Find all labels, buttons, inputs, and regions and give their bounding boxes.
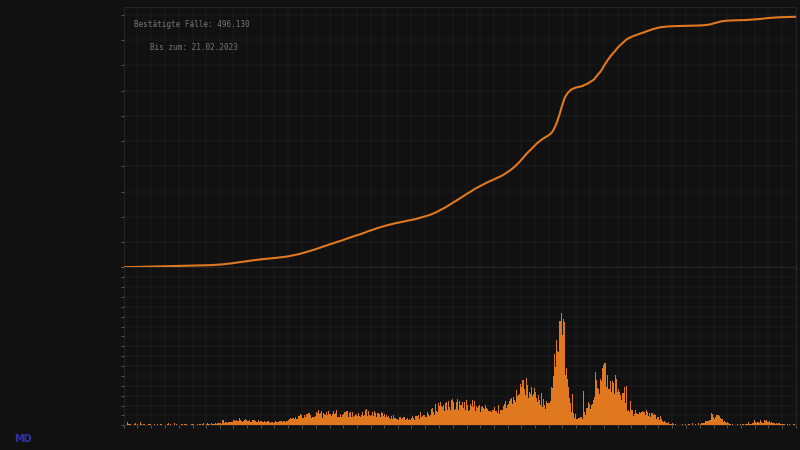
Text: Bis zum: 21.02.2023: Bis zum: 21.02.2023 [150, 43, 238, 52]
Text: Bestätigte Fälle: 496.130: Bestätigte Fälle: 496.130 [134, 20, 250, 29]
Text: MD: MD [14, 434, 32, 444]
